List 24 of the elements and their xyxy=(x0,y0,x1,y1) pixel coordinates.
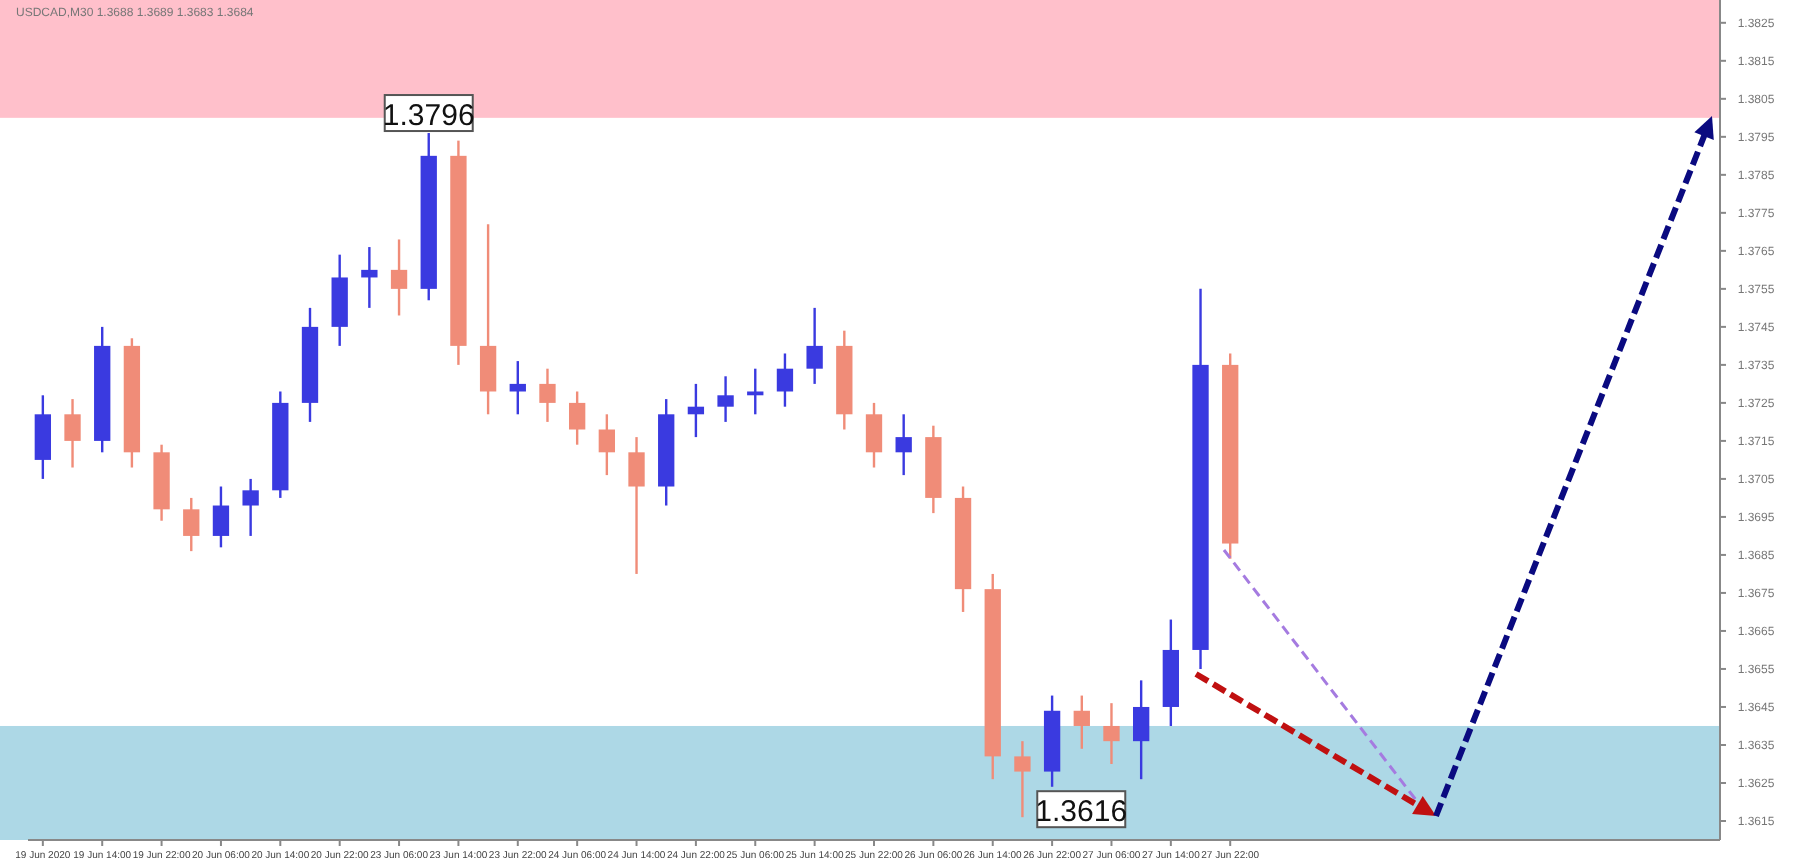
candlestick xyxy=(1132,679,1150,781)
candlestick xyxy=(628,435,645,576)
candlestick xyxy=(479,223,497,416)
candlestick xyxy=(1103,701,1120,766)
candlestick xyxy=(687,382,705,439)
candlestick xyxy=(64,397,81,469)
candlestick xyxy=(865,401,883,469)
candlestick xyxy=(598,413,615,477)
candlestick xyxy=(806,306,823,386)
candlestick xyxy=(895,413,912,477)
candlestick xyxy=(776,352,794,408)
candlestick xyxy=(717,375,734,424)
candlestick xyxy=(509,359,526,416)
candlestick xyxy=(1014,739,1031,819)
candlestick xyxy=(212,485,230,549)
candlestick xyxy=(34,394,52,481)
candlestick xyxy=(183,496,200,553)
candlestick xyxy=(390,238,408,317)
candlestick xyxy=(568,390,586,446)
candlestick xyxy=(1073,694,1090,750)
candlestick xyxy=(361,245,378,310)
candlestick xyxy=(242,477,259,538)
candlestick xyxy=(747,367,764,416)
candlestick xyxy=(539,367,556,424)
